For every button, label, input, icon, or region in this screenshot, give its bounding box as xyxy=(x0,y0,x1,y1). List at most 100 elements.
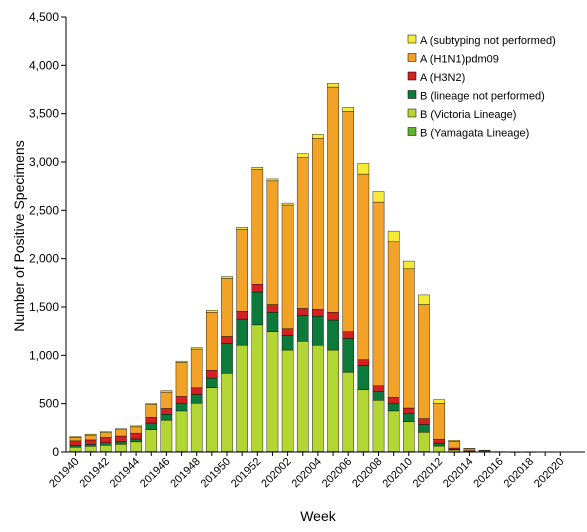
bar-segment xyxy=(99,442,112,446)
bar-segment xyxy=(84,439,97,445)
bar-segment xyxy=(251,291,264,326)
bar-segment xyxy=(403,268,415,409)
bar-segment xyxy=(418,304,430,419)
bar-segment xyxy=(342,331,355,339)
bar-segment xyxy=(387,402,400,412)
x-tick-label: 201944 xyxy=(108,456,142,490)
bar-segment xyxy=(357,163,370,175)
bar-segment xyxy=(69,437,82,442)
legend-swatch xyxy=(407,127,417,136)
bar-segment xyxy=(387,410,400,452)
y-tick-label: 500 xyxy=(39,397,59,411)
x-tick-label: 201942 xyxy=(77,456,111,490)
y-tick-label: 4,000 xyxy=(29,58,59,72)
legend-label: A (subtyping not performed) xyxy=(420,35,556,47)
bar-segment xyxy=(266,312,279,332)
bar-segment xyxy=(357,173,370,360)
bar-segment xyxy=(145,429,158,452)
bar-segment xyxy=(236,227,248,230)
bar-segment xyxy=(433,399,445,404)
bar-segment xyxy=(160,408,173,415)
x-tick-label: 201946 xyxy=(138,456,172,490)
bar-segment xyxy=(221,276,233,279)
bar-segment xyxy=(221,373,233,452)
x-tick-label: 202014 xyxy=(441,456,475,490)
bar-segment xyxy=(236,318,248,346)
bar-segment xyxy=(342,107,355,112)
bar-segment xyxy=(236,311,248,320)
bar-segment xyxy=(160,391,173,409)
bar-segment xyxy=(175,396,188,404)
bar-segment xyxy=(281,202,294,206)
y-tick-label: 1,500 xyxy=(29,300,59,314)
bar-segment xyxy=(372,391,385,401)
bar-segment xyxy=(403,260,415,270)
legend-swatch xyxy=(407,108,417,118)
bar-segment xyxy=(145,422,158,430)
bar-segment xyxy=(266,304,279,313)
x-tick-label: 202004 xyxy=(290,456,324,490)
legend-swatch xyxy=(407,71,417,81)
bar-segment xyxy=(115,435,127,443)
x-axis-title: Week xyxy=(300,508,337,524)
bar-segment xyxy=(296,315,309,342)
bar-segment xyxy=(327,83,339,88)
bar-segment xyxy=(372,201,385,386)
bar-segment xyxy=(221,336,233,344)
bar-segment xyxy=(145,404,158,418)
bar-segment xyxy=(236,228,248,312)
bar-segment xyxy=(296,308,309,316)
bar-segment xyxy=(266,180,279,305)
legend-label: A (H3N2) xyxy=(420,72,465,84)
bar-segment xyxy=(418,294,430,305)
x-tick-label: 201948 xyxy=(168,456,202,490)
x-tick-label: 201952 xyxy=(229,456,263,490)
bar-segment xyxy=(175,360,188,363)
bar-segment xyxy=(281,335,294,351)
bar-segment xyxy=(160,390,173,393)
bar-segment xyxy=(190,347,203,350)
bar-segment xyxy=(433,445,445,453)
y-axis-title: Number of Positive Specimens xyxy=(11,140,27,331)
bar-segment xyxy=(433,442,445,447)
x-tick-label: 201950 xyxy=(199,456,233,490)
bar-segment xyxy=(403,421,415,452)
x-tick-label: 202018 xyxy=(502,456,536,490)
bar-segment xyxy=(175,362,188,397)
bar-segment xyxy=(69,440,82,446)
bar-segment xyxy=(145,417,158,424)
bar-segment xyxy=(448,440,461,442)
legend-swatch xyxy=(407,90,417,99)
bar-segment xyxy=(190,394,203,404)
legend-swatch xyxy=(407,34,417,44)
bar-segment xyxy=(387,397,400,404)
bar-segment xyxy=(342,372,355,452)
bar-segment xyxy=(372,400,385,452)
bar-segment xyxy=(312,344,324,452)
bar-segment xyxy=(206,370,218,379)
bar-segment xyxy=(190,387,203,395)
bar-segment xyxy=(266,178,279,182)
bar-segment xyxy=(327,349,339,452)
x-tick-label: 202010 xyxy=(380,456,414,490)
bar-segment xyxy=(327,312,339,321)
bar-segment xyxy=(206,310,218,313)
bar-segment xyxy=(160,414,173,421)
bar-segment xyxy=(266,331,279,452)
bar-segment xyxy=(296,157,309,309)
y-tick-label: 1,000 xyxy=(29,348,59,362)
bar-segment xyxy=(327,319,339,351)
bar-segment xyxy=(463,448,476,450)
y-tick-label: 2,500 xyxy=(29,203,59,217)
bar-segment xyxy=(69,446,82,452)
bar-segment xyxy=(99,431,112,433)
bar-segment xyxy=(281,328,294,336)
legend-label: B (Yamagata Lineage) xyxy=(420,128,529,140)
bar-segment xyxy=(115,428,127,430)
bar-segment xyxy=(206,312,218,371)
bar-segment xyxy=(99,437,112,444)
bar-segment xyxy=(251,284,264,293)
bar-segment xyxy=(190,348,203,388)
